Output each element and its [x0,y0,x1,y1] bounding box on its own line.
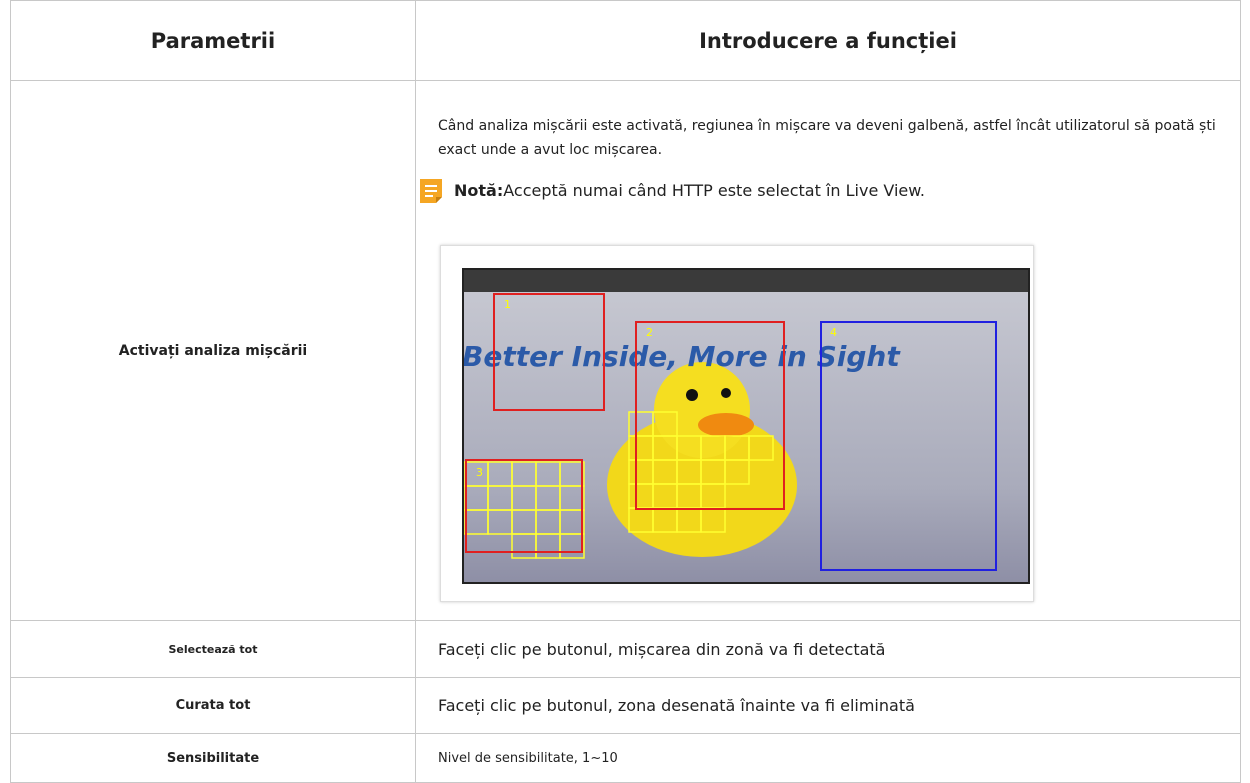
param-text: Curata tot [175,698,251,713]
motion-cell [724,459,750,485]
param-text: Activați analiza mișcării [118,342,308,359]
param-cell: Activați analiza mișcării [10,80,416,621]
note-icon [420,179,442,203]
header-cell: Introducere a funcției [415,0,1241,81]
header-cell: Parametrii [10,0,416,81]
desc-text: Faceți clic pe butonul, zona desenată în… [438,696,915,715]
region-label: 4 [830,326,837,339]
region-label: 2 [646,326,653,339]
region-label: 1 [504,298,511,311]
motion-cell [559,533,585,559]
param-cell: Curata tot [10,677,416,734]
region-label: 3 [476,466,483,479]
param-cell: Selectează tot [10,620,416,678]
motion-cell [748,435,774,461]
note-text: Acceptă numai când HTTP este selectat în… [503,181,925,200]
desc-text: Faceți clic pe butonul, mișcarea din zon… [438,639,886,659]
image-frame [440,245,1034,602]
note-label: Notă: [454,181,504,200]
desc-cell: Nivel de sensibilitate, 1~10 [415,733,1241,783]
header-text: Introducere a funcției [699,28,957,53]
desc-text: Nivel de sensibilitate, 1~10 [438,750,618,766]
motion-image: Better Inside, More in Sight 1 2 3 4 [462,268,1030,584]
note: Notă:Acceptă numai când HTTP este select… [454,181,925,200]
image-caption: Better Inside, More in Sight [462,340,901,373]
desc-text: Când analiza mișcării este activată, reg… [438,118,1216,158]
desc-cell: Faceți clic pe butonul, mișcarea din zon… [415,620,1241,678]
param-text: Sensibilitate [166,750,260,766]
param-cell: Sensibilitate [10,733,416,783]
desc-cell: Faceți clic pe butonul, zona desenată în… [415,677,1241,734]
desc-cell: Când analiza mișcării este activată, reg… [415,80,1241,621]
header-text: Parametrii [150,28,276,53]
param-text: Selectează tot [168,642,258,656]
